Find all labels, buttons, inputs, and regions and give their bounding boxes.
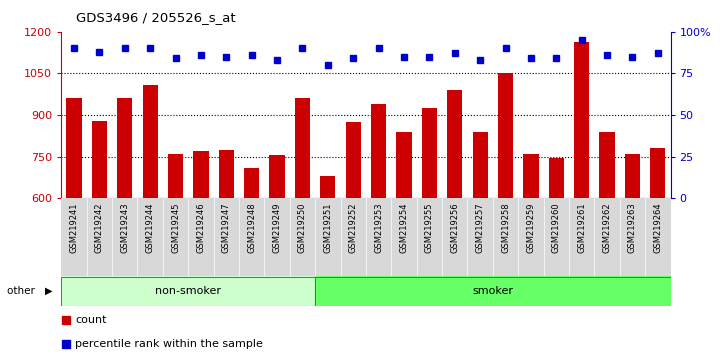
Bar [392,198,417,276]
Bar [61,276,315,306]
Bar [193,151,208,198]
Text: GSM219257: GSM219257 [476,202,485,253]
Bar [594,198,620,276]
Bar [315,276,671,306]
Bar [66,98,81,198]
Bar [645,198,671,276]
Bar [168,154,183,198]
Text: GSM219260: GSM219260 [552,202,561,253]
Text: percentile rank within the sample: percentile rank within the sample [75,339,263,349]
Text: GSM219243: GSM219243 [120,202,129,253]
Text: GSM219259: GSM219259 [526,202,536,253]
Bar [417,198,442,276]
Text: GDS3496 / 205526_s_at: GDS3496 / 205526_s_at [76,11,235,24]
Text: GSM219262: GSM219262 [603,202,611,253]
Text: non-smoker: non-smoker [155,286,221,296]
Bar [599,132,615,198]
Text: GSM219255: GSM219255 [425,202,434,253]
Bar [498,74,513,198]
Bar [523,154,539,198]
Bar [320,176,335,198]
Text: GSM219263: GSM219263 [628,202,637,253]
Bar [422,108,437,198]
Bar [188,198,213,276]
Text: GSM219251: GSM219251 [323,202,332,253]
Bar [544,198,569,276]
Bar [366,198,392,276]
Bar [447,90,462,198]
Bar [117,98,133,198]
Text: GSM219241: GSM219241 [69,202,79,253]
Bar [218,150,234,198]
Bar [265,198,290,276]
Bar [493,198,518,276]
Bar [315,198,340,276]
Text: GSM219261: GSM219261 [578,202,586,253]
Bar [549,158,564,198]
Bar [625,154,640,198]
Bar [239,198,265,276]
Bar [518,198,544,276]
Bar [213,198,239,276]
Text: GSM219264: GSM219264 [653,202,663,253]
Text: GSM219242: GSM219242 [95,202,104,253]
Bar [92,121,107,198]
Bar [244,168,260,198]
Bar [61,198,87,276]
Bar [87,198,112,276]
Bar [442,198,467,276]
Bar [371,104,386,198]
Bar [397,132,412,198]
Bar [290,198,315,276]
Bar [270,155,285,198]
Text: count: count [75,315,107,325]
Bar [295,98,310,198]
Text: GSM219254: GSM219254 [399,202,409,253]
Bar [620,198,645,276]
Bar [163,198,188,276]
Bar [472,132,487,198]
Text: GSM219246: GSM219246 [196,202,205,253]
Bar [650,148,665,198]
Text: smoker: smoker [472,286,513,296]
Text: GSM219252: GSM219252 [349,202,358,253]
Text: GSM219253: GSM219253 [374,202,383,253]
Bar [143,85,158,198]
Bar [112,198,138,276]
Bar [569,198,594,276]
Bar [345,122,360,198]
Text: other: other [7,286,38,296]
Text: GSM219256: GSM219256 [450,202,459,253]
Text: GSM219245: GSM219245 [171,202,180,253]
Bar [574,41,589,198]
Text: ▶: ▶ [45,286,53,296]
Text: GSM219258: GSM219258 [501,202,510,253]
Bar [340,198,366,276]
Text: GSM219247: GSM219247 [222,202,231,253]
Text: GSM219244: GSM219244 [146,202,154,253]
Bar [138,198,163,276]
Text: GSM219249: GSM219249 [273,202,282,253]
Bar [467,198,493,276]
Text: GSM219250: GSM219250 [298,202,307,253]
Text: GSM219248: GSM219248 [247,202,256,253]
